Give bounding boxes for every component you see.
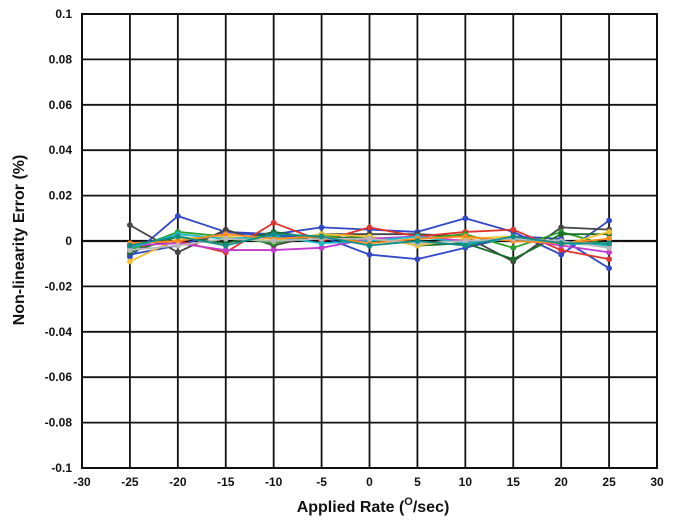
data-point xyxy=(367,252,372,257)
data-point xyxy=(606,229,611,234)
y-tick-labels: 0.1 0.08 0.06 0.04 0.02 0 -0.02 -0.04 -0.06 -0.08… xyxy=(45,7,73,475)
data-point xyxy=(271,247,276,252)
x-axis-title-main: Applied Rate ( xyxy=(297,499,405,516)
x-tick-label: 15 xyxy=(507,475,521,489)
x-tick-labels: -30 -25 -20 -15 -10 -5 0 5 10 15 20 25 30 xyxy=(73,475,664,489)
data-point xyxy=(511,234,516,239)
data-point xyxy=(175,213,180,218)
x-tick-label: 10 xyxy=(459,475,473,489)
data-point xyxy=(127,223,132,228)
x-tick-label: -15 xyxy=(217,475,235,489)
data-point xyxy=(175,250,180,255)
data-point xyxy=(606,257,611,262)
data-point xyxy=(463,243,468,248)
data-point xyxy=(271,232,276,237)
y-tick-label: -0.02 xyxy=(45,279,73,293)
data-point xyxy=(415,238,420,243)
data-point xyxy=(175,234,180,239)
data-point xyxy=(127,259,132,264)
data-point xyxy=(463,216,468,221)
data-point xyxy=(606,241,611,246)
x-axis-title: Applied Rate (O/sec) xyxy=(297,496,450,516)
data-point xyxy=(511,245,516,250)
data-point xyxy=(271,238,276,243)
x-tick-label: -5 xyxy=(316,475,327,489)
data-point xyxy=(511,227,516,232)
x-tick-label: 20 xyxy=(554,475,568,489)
data-point xyxy=(606,218,611,223)
x-tick-label: 30 xyxy=(650,475,664,489)
data-point xyxy=(127,243,132,248)
data-point xyxy=(367,236,372,241)
y-tick-label: -0.08 xyxy=(45,416,73,430)
x-tick-label: -10 xyxy=(265,475,283,489)
data-point xyxy=(271,220,276,225)
x-tick-label: 25 xyxy=(602,475,616,489)
y-tick-label: 0.06 xyxy=(49,98,73,112)
y-tick-label: 0.1 xyxy=(55,7,72,21)
data-point xyxy=(223,236,228,241)
data-point xyxy=(415,257,420,262)
data-point xyxy=(559,232,564,237)
data-point xyxy=(319,234,324,239)
data-point xyxy=(606,266,611,271)
y-tick-label: -0.04 xyxy=(45,325,73,339)
data-point xyxy=(367,225,372,230)
x-tick-label: 5 xyxy=(414,475,421,489)
y-tick-label: 0.08 xyxy=(49,52,73,66)
y-tick-label: -0.06 xyxy=(45,370,73,384)
x-axis-title-suffix: /sec) xyxy=(413,499,449,516)
y-tick-label: 0.02 xyxy=(49,189,73,203)
y-axis-title: Non-linearity Error (%) xyxy=(11,155,28,326)
data-point xyxy=(367,243,372,248)
x-tick-label: -30 xyxy=(73,475,91,489)
data-point xyxy=(175,243,180,248)
y-tick-label: -0.1 xyxy=(51,461,72,475)
x-tick-label: 0 xyxy=(366,475,373,489)
y-tick-label: 0 xyxy=(65,234,72,248)
data-point xyxy=(319,225,324,230)
data-point xyxy=(559,241,564,246)
y-tick-label: 0.04 xyxy=(49,143,73,157)
x-tick-label: -20 xyxy=(169,475,187,489)
data-point xyxy=(223,243,228,248)
data-point xyxy=(511,257,516,262)
x-tick-label: -25 xyxy=(121,475,139,489)
